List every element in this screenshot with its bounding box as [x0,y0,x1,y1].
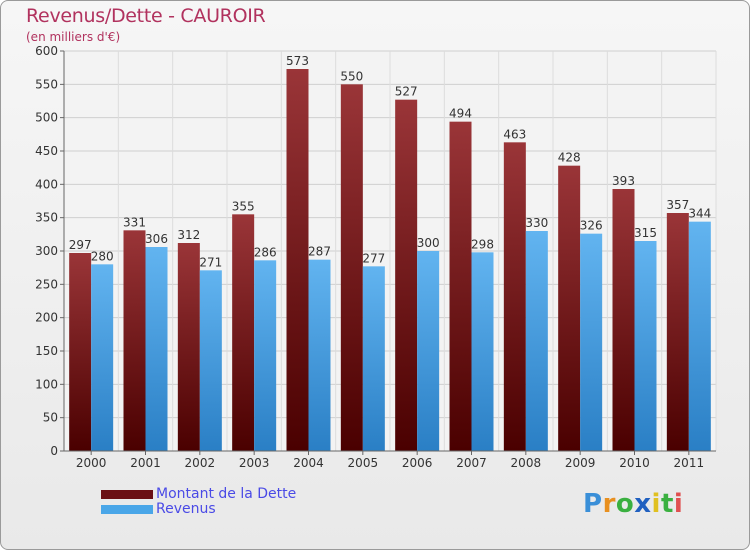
data-label-revenus-2003: 286 [254,245,277,259]
x-tick-label-2009: 2009 [565,456,596,470]
grid-layer [63,50,717,452]
y-tick-label-50: 50 [43,411,58,425]
bar-dette-2006 [395,99,418,452]
data-label-revenus-2001: 306 [145,232,168,246]
data-label-dette-2010: 393 [612,174,635,188]
data-label-revenus-2010: 315 [634,226,657,240]
bar-revenus-2003 [254,260,277,451]
logo-letter: i [651,489,661,519]
bar-dette-2008 [503,142,526,452]
bar-revenus-2001 [145,247,168,451]
data-label-dette-2007: 494 [449,107,472,121]
bar-dette-2005 [340,84,363,451]
data-label-revenus-2009: 326 [580,219,603,233]
x-tick-label-2002: 2002 [185,456,216,470]
data-label-revenus-2005: 277 [362,251,385,265]
x-tick-label-2010: 2010 [619,456,650,470]
bar-dette-2010 [612,189,635,451]
data-label-revenus-2006: 300 [417,236,440,250]
bar-revenus-2007 [471,252,494,451]
logo-letter: i [673,489,684,519]
chart-subtitle: (en milliers d'€) [26,30,121,44]
y-tick-label-550: 550 [35,77,58,91]
y-tick-label-250: 250 [35,277,58,291]
x-tick-label-2006: 2006 [402,456,433,470]
legend-label-revenus: Revenus [156,501,216,517]
y-tick-label-600: 600 [35,44,58,58]
logo-letter: t [660,489,674,519]
bar-revenus-2005 [362,266,385,451]
data-label-revenus-2011: 344 [688,207,711,221]
x-tick-label-2011: 2011 [674,456,705,470]
bar-dette-2007 [449,121,472,452]
bar-dette-2009 [558,165,581,451]
bar-revenus-2009 [580,233,603,451]
bar-revenus-2004 [308,259,331,451]
logo-letter: r [602,489,616,519]
data-label-revenus-2008: 330 [525,216,548,230]
data-label-revenus-2004: 287 [308,245,331,259]
y-tick-label-0: 0 [50,444,58,458]
x-tick-label-2008: 2008 [511,456,542,470]
data-label-dette-2008: 463 [503,127,526,141]
bar-dette-2000 [69,253,92,451]
bar-revenus-2011 [688,221,711,451]
bar-dette-2011 [666,213,689,451]
bar-revenus-2010 [634,241,657,451]
logo-letter: P [583,489,603,519]
legend-label-dette: Montant de la Dette [156,486,297,502]
data-label-dette-2011: 357 [666,198,689,212]
bars-layer [69,69,711,452]
bar-revenus-2008 [525,231,548,451]
y-tick-label-300: 300 [35,244,58,258]
y-tick-label-500: 500 [35,111,58,125]
proxiti-logo: Proxiti [583,489,683,519]
data-label-revenus-2000: 280 [91,249,114,263]
bar-revenus-2006 [417,251,440,451]
data-label-dette-2000: 297 [69,238,92,252]
x-tick-label-2001: 2001 [130,456,161,470]
data-label-dette-2009: 428 [558,151,581,165]
y-tick-label-400: 400 [35,177,58,191]
bar-revenus-2000 [91,264,114,451]
logo-letter: x [634,489,652,519]
x-tick-label-2004: 2004 [293,456,324,470]
data-label-dette-2004: 573 [286,54,309,68]
bar-dette-2004 [286,69,309,451]
data-label-dette-2005: 550 [340,69,363,83]
y-tick-label-450: 450 [35,144,58,158]
legend-swatch-dette [101,490,153,499]
axis-layer: 0 50 100 150 200 250 300 350 400 450 500 550 600 2000… [35,44,716,470]
y-tick-label-150: 150 [35,344,58,358]
legend-swatch-revenus [101,505,153,514]
data-label-dette-2003: 355 [232,199,255,213]
data-label-dette-2002: 312 [177,228,200,242]
y-tick-label-100: 100 [35,377,58,391]
data-label-dette-2006: 527 [395,85,418,99]
x-tick-label-2003: 2003 [239,456,270,470]
bar-dette-2003 [232,214,255,451]
bar-revenus-2002 [199,270,222,451]
x-tick-label-2005: 2005 [348,456,379,470]
y-tick-label-350: 350 [35,211,58,225]
bar-dette-2002 [177,243,200,451]
x-tick-label-2000: 2000 [76,456,107,470]
logo-letter: o [615,489,635,519]
data-label-revenus-2007: 298 [471,237,494,251]
chart-title: Revenus/Dette - CAUROIR [26,5,266,27]
data-label-dette-2001: 331 [123,215,146,229]
y-tick-label-200: 200 [35,311,58,325]
data-label-revenus-2002: 271 [199,255,222,269]
bar-dette-2001 [123,230,146,451]
x-tick-label-2007: 2007 [456,456,487,470]
